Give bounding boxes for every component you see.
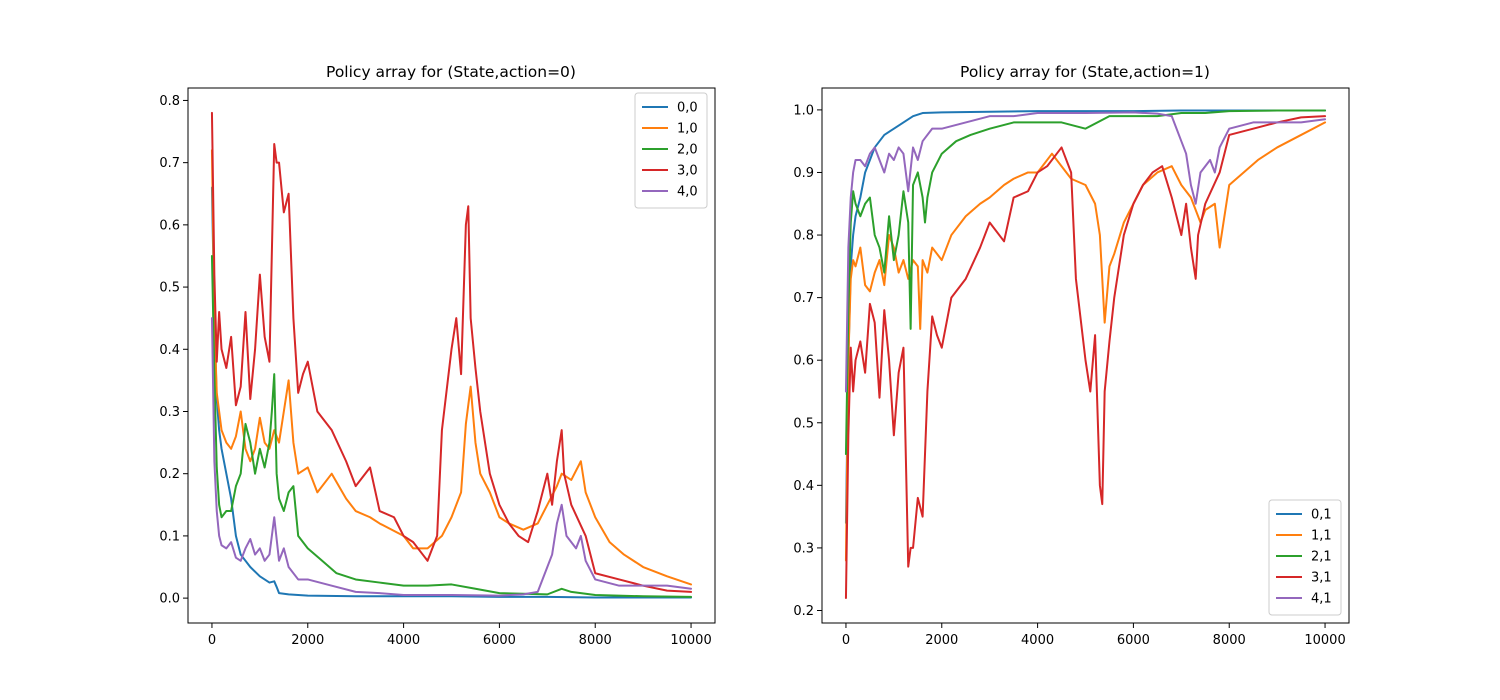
left-legend-label-4: 4,0 <box>677 185 698 200</box>
right-series-line-2 <box>844 109 1327 456</box>
left-y-tick-label-0: 0.0 <box>159 592 180 607</box>
left-legend-label-3: 3,0 <box>677 164 698 179</box>
right-y-tick-label-3: 0.5 <box>793 416 814 431</box>
right-legend: 0,1 1,1 2,1 3,1 4,1 <box>1268 499 1342 616</box>
right-x-tick-label-4: 8000 <box>1213 633 1246 648</box>
right-y-tick-label-2: 0.4 <box>793 479 814 494</box>
right-series-line-3 <box>844 115 1327 599</box>
left-y-tick-label-2: 0.2 <box>159 467 180 482</box>
left-axes-frame <box>187 87 716 624</box>
left-legend: 0,0 1,0 2,0 3,0 4,0 <box>634 92 708 209</box>
right-series-lines <box>844 109 1327 599</box>
right-legend-label-1: 1,1 <box>1311 529 1332 544</box>
left-legend-box <box>634 92 708 209</box>
right-x-tick-label-3: 6000 <box>1117 633 1150 648</box>
right-y-tick-label-0: 0.2 <box>793 604 814 619</box>
left-x-tick-label-3: 6000 <box>483 633 516 648</box>
left-y-tick-label-1: 0.1 <box>159 529 180 544</box>
left-x-tick-label-5: 10000 <box>670 633 711 648</box>
right-y-tick-label-7: 0.9 <box>793 166 814 181</box>
left-series-line-0 <box>210 186 693 599</box>
left-series-line-4 <box>210 317 693 597</box>
left-x-tick-label-0: 0 <box>208 633 216 648</box>
right-series-line-4 <box>844 111 1327 393</box>
left-series-line-2 <box>210 254 693 598</box>
right-plot: Policy array for (State,action=1) 0 2000 4… <box>793 63 1350 648</box>
right-x-tick-label-0: 0 <box>842 633 850 648</box>
left-series-line-3 <box>210 111 693 593</box>
right-series-line-0 <box>844 109 1327 524</box>
left-legend-label-2: 2,0 <box>677 143 698 158</box>
right-y-tick-label-5: 0.7 <box>793 291 814 306</box>
left-x-tick-label-2: 4000 <box>387 633 420 648</box>
right-legend-box <box>1268 499 1342 616</box>
left-x-tick-label-4: 8000 <box>579 633 612 648</box>
right-x-tick-label-5: 10000 <box>1304 633 1345 648</box>
right-y-tick-label-8: 1.0 <box>793 103 814 118</box>
left-y-tick-label-7: 0.7 <box>159 156 180 171</box>
right-series-line-1 <box>844 121 1327 562</box>
left-x-tick-label-1: 2000 <box>291 633 324 648</box>
left-plot: Policy array for (State,action=0) 0 2000 4… <box>159 63 716 648</box>
right-y-tick-label-6: 0.8 <box>793 229 814 244</box>
right-legend-label-0: 0,1 <box>1311 508 1332 523</box>
left-series-line-1 <box>210 149 693 586</box>
right-y-tick-label-1: 0.3 <box>793 541 814 556</box>
right-legend-label-2: 2,1 <box>1311 550 1332 565</box>
right-plot-title: Policy array for (State,action=1) <box>960 63 1210 81</box>
left-y-tick-label-6: 0.6 <box>159 218 180 233</box>
right-x-tick-label-1: 2000 <box>925 633 958 648</box>
left-legend-label-1: 1,0 <box>677 122 698 137</box>
left-plot-title: Policy array for (State,action=0) <box>326 63 576 81</box>
right-y-tick-label-4: 0.6 <box>793 354 814 369</box>
left-y-tick-label-8: 0.8 <box>159 94 180 109</box>
right-x-tick-label-2: 4000 <box>1021 633 1054 648</box>
right-axes-frame <box>821 87 1350 624</box>
left-y-tick-label-4: 0.4 <box>159 343 180 358</box>
left-y-tick-label-5: 0.5 <box>159 281 180 296</box>
left-series-lines <box>210 111 693 599</box>
right-legend-label-3: 3,1 <box>1311 571 1332 586</box>
left-y-tick-label-3: 0.3 <box>159 405 180 420</box>
left-legend-label-0: 0,0 <box>677 101 698 116</box>
right-legend-label-4: 4,1 <box>1311 592 1332 607</box>
